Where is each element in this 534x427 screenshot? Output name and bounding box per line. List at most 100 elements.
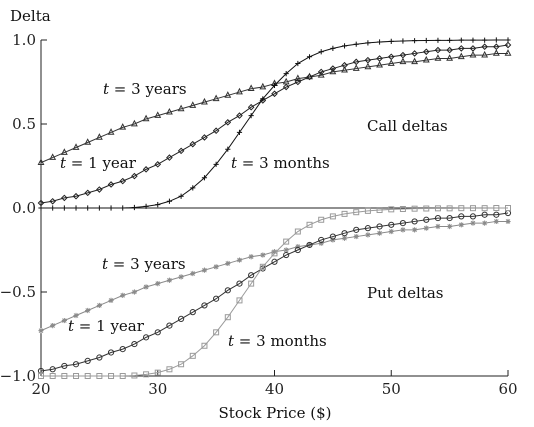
data-point-plus [306, 54, 313, 60]
data-point-diamond [189, 140, 197, 148]
data-point-diamond [399, 51, 407, 59]
data-point-square [469, 205, 476, 212]
data-point-star [376, 230, 383, 236]
y-tick-label: 1.0 [12, 31, 36, 49]
data-point-circle [458, 213, 465, 220]
data-point-square [119, 373, 126, 379]
data-point-square [341, 210, 348, 217]
data-point-plus [295, 60, 301, 67]
data-point-square [423, 205, 430, 212]
data-point-triangle [481, 50, 489, 58]
data-point-triangle [60, 148, 68, 155]
data-point-circle [154, 329, 161, 336]
data-point-circle [131, 340, 138, 348]
annotation-call-deltas: Call deltas [367, 117, 448, 135]
series-layer [37, 37, 512, 379]
annotations: t = 3 years t = 1 year t = 3 months Call… [60, 80, 448, 350]
data-point-circle [61, 362, 68, 370]
data-point-circle [318, 236, 325, 244]
data-point-plus [166, 198, 173, 204]
data-point-diamond [224, 119, 232, 126]
data-point-star [435, 223, 441, 230]
data-point-star [318, 240, 324, 246]
data-point-square [329, 213, 336, 220]
data-point-circle [481, 211, 488, 218]
data-point-star [400, 227, 406, 233]
data-point-star [341, 235, 348, 241]
data-point-square [446, 205, 453, 212]
data-point-star [458, 222, 464, 228]
data-point-star [178, 274, 184, 280]
data-point-diamond [96, 186, 103, 193]
annotation-call-3y: t = 3 years [103, 80, 187, 98]
data-point-circle [178, 315, 185, 322]
data-point-square [236, 297, 243, 304]
data-point-star [330, 237, 336, 243]
data-point-circle [364, 225, 371, 232]
data-point-diamond [282, 83, 290, 91]
data-point-square [61, 373, 68, 379]
data-point-star [225, 260, 231, 267]
data-point-star [482, 220, 488, 226]
data-point-square [294, 228, 301, 235]
series-line [40, 212, 509, 372]
data-point-circle [236, 280, 243, 287]
data-point-plus [505, 37, 511, 43]
data-point-circle [84, 357, 91, 364]
data-point-star [365, 232, 371, 238]
data-point-plus [376, 39, 383, 45]
data-point-star [493, 218, 499, 225]
data-point-square [224, 314, 231, 321]
data-point-star [166, 277, 173, 283]
data-point-star [73, 312, 79, 319]
data-point-plus [73, 205, 79, 211]
data-point-diamond [306, 73, 313, 81]
y-tick-label: 0.0 [12, 199, 36, 217]
data-point-triangle [329, 67, 337, 75]
data-point-plus [271, 82, 278, 88]
data-point-circle [306, 241, 313, 249]
data-point-triangle [247, 84, 255, 92]
data-point-plus [50, 205, 56, 211]
data-point-square [458, 205, 465, 212]
data-point-plus [38, 205, 44, 211]
data-point-diamond [166, 154, 173, 161]
data-point-triangle [446, 54, 454, 61]
data-point-plus [470, 37, 476, 43]
data-point-square [434, 205, 441, 212]
data-point-star [388, 228, 394, 235]
data-point-square [248, 280, 255, 287]
data-point-plus [248, 113, 254, 119]
data-point-diamond [411, 50, 418, 57]
data-point-triangle [154, 111, 162, 118]
data-point-circle [96, 354, 103, 361]
data-point-star [353, 233, 359, 240]
data-point-square [49, 373, 56, 379]
data-point-diamond [352, 58, 360, 66]
data-point-square [283, 238, 290, 245]
data-point-star [120, 292, 126, 298]
data-point-diamond [259, 97, 267, 104]
x-axis-label: Stock Price ($) [219, 404, 332, 422]
data-point-triangle [95, 133, 103, 140]
data-point-triangle [457, 52, 465, 60]
data-point-plus [388, 38, 394, 44]
data-point-star [213, 264, 219, 270]
data-point-square [481, 205, 488, 212]
data-point-triangle [504, 49, 512, 56]
data-point-star [412, 227, 418, 233]
data-point-square [178, 361, 185, 368]
data-point-square [364, 207, 371, 214]
data-point-plus [458, 37, 464, 43]
annotation-put-deltas: Put deltas [367, 284, 444, 302]
data-point-star [470, 220, 476, 226]
data-point-circle [446, 214, 453, 222]
data-point-diamond [142, 166, 150, 173]
data-point-triangle [411, 57, 419, 65]
data-point-diamond [119, 177, 127, 185]
data-point-circle [248, 272, 255, 279]
data-point-circle [388, 221, 395, 228]
data-point-plus [96, 205, 102, 211]
data-point-plus [435, 37, 441, 43]
